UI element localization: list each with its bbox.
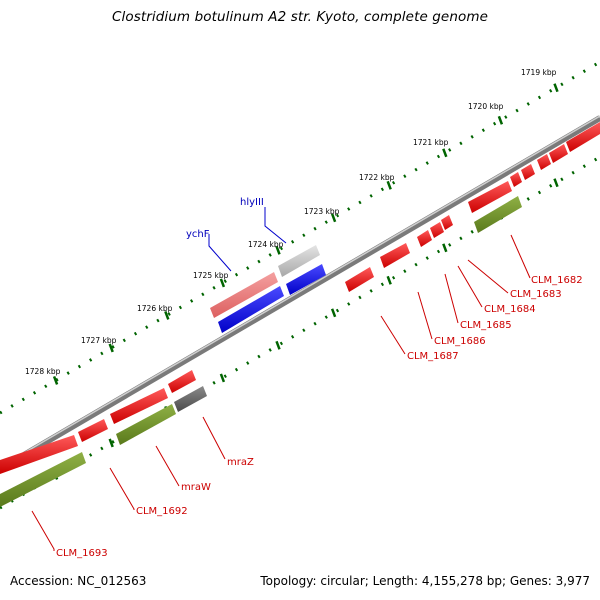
major-tick-inner-2 bbox=[442, 243, 448, 253]
label-CLM_1683[interactable]: CLM_1683 bbox=[510, 289, 562, 300]
feature-ychF-block[interactable] bbox=[210, 272, 278, 318]
feature-CLM_1683-green-block[interactable] bbox=[474, 196, 522, 233]
major-tick-outer-1 bbox=[497, 115, 504, 125]
map-title: Clostridium botulinum A2 str. Kyoto, com… bbox=[111, 9, 489, 25]
feature-CLM_1692-block[interactable] bbox=[78, 419, 108, 442]
tick-label-1723: 1723 kbp bbox=[304, 207, 340, 216]
major-tick-outer-2 bbox=[442, 148, 448, 158]
tick-label-1727: 1727 kbp bbox=[81, 336, 117, 345]
label-CLM_1687[interactable]: CLM_1687 bbox=[407, 351, 459, 362]
feature-ychF-blue-block[interactable] bbox=[218, 286, 284, 333]
tick-label-1728: 1728 kbp bbox=[25, 367, 61, 376]
tick-label-1722: 1722 kbp bbox=[359, 173, 395, 182]
accession-text: Accession: NC_012563 bbox=[10, 574, 147, 588]
major-tick-outer-4 bbox=[330, 213, 337, 223]
feature-CLM_1686-block[interactable] bbox=[380, 243, 410, 268]
major-tick-outer-8 bbox=[108, 343, 114, 353]
major-tick-inner-3 bbox=[386, 275, 392, 285]
label-leaders bbox=[31, 207, 531, 551]
feature-CLM_1687-block[interactable] bbox=[345, 267, 374, 292]
feature-CLM_1684-block[interactable] bbox=[441, 215, 453, 230]
feature-CLM_1683-block[interactable] bbox=[468, 181, 512, 213]
feature-CLM_1682-block-3[interactable] bbox=[537, 154, 551, 170]
leader-CLM_1693 bbox=[31, 510, 55, 551]
label-CLM_1686[interactable]: CLM_1686 bbox=[434, 336, 486, 347]
major-tick-inner-5 bbox=[275, 340, 281, 350]
major-tick-outer-3 bbox=[386, 180, 392, 190]
label-CLM_1693[interactable]: CLM_1693 bbox=[56, 548, 108, 559]
major-tick-outer-7 bbox=[164, 310, 170, 320]
leader-CLM_1686 bbox=[417, 291, 433, 340]
tick-label-1721: 1721 kbp bbox=[413, 138, 449, 147]
label-mraZ[interactable]: mraZ bbox=[227, 457, 254, 468]
genome-backbone-highlight bbox=[0, 115, 600, 468]
major-tick-outer-0 bbox=[553, 83, 559, 93]
tick-label-1724: 1724 kbp bbox=[248, 240, 284, 249]
feature-CLM_1682-block-2[interactable] bbox=[521, 164, 535, 180]
major-tick-inner-6 bbox=[219, 373, 226, 383]
leader-mraZ bbox=[202, 416, 226, 460]
feature-CLM_1692-block-2[interactable] bbox=[110, 388, 168, 424]
label-mraW[interactable]: mraW bbox=[181, 482, 211, 493]
major-tick-inner-8 bbox=[108, 438, 114, 448]
feature-CLM_1693-green-block[interactable] bbox=[0, 452, 86, 507]
leader-CLM_1687 bbox=[380, 315, 406, 355]
feature-CLM_1693-block[interactable] bbox=[0, 435, 78, 474]
feature-mraW-green-block[interactable] bbox=[116, 404, 176, 445]
label-CLM_1682[interactable]: CLM_1682 bbox=[531, 275, 583, 286]
outer-tick-track bbox=[0, 60, 600, 415]
tick-label-1720: 1720 kbp bbox=[468, 102, 504, 111]
tick-label-1719: 1719 kbp bbox=[521, 68, 557, 77]
feature-mraZ-block[interactable] bbox=[174, 386, 207, 412]
label-CLM_1684[interactable]: CLM_1684 bbox=[484, 304, 536, 315]
feature-right-edge-block[interactable] bbox=[566, 122, 600, 152]
label-CLM_1685[interactable]: CLM_1685 bbox=[460, 320, 512, 331]
leader-mraW bbox=[155, 445, 180, 487]
genome-backbone bbox=[0, 115, 600, 472]
feature-mraW-block[interactable] bbox=[168, 370, 196, 393]
feature-CLM_1685-block-2[interactable] bbox=[430, 222, 444, 238]
feature-CLM_1682-block-4[interactable] bbox=[549, 144, 568, 163]
major-tick-inner-0 bbox=[553, 178, 559, 188]
tick-label-1725: 1725 kbp bbox=[193, 271, 229, 280]
leader-CLM_1692 bbox=[109, 467, 135, 510]
feature-hlyIII-block[interactable] bbox=[278, 245, 320, 277]
leader-CLM_1684 bbox=[457, 265, 483, 308]
feature-CLM_1685-block[interactable] bbox=[417, 230, 432, 247]
leader-CLM_1683 bbox=[467, 259, 509, 294]
major-tick-outer-5 bbox=[275, 245, 281, 255]
major-tick-outer-9 bbox=[52, 376, 59, 385]
topology-text: Topology: circular; Length: 4,155,278 bp… bbox=[260, 574, 590, 588]
label-ychF[interactable]: ychF bbox=[186, 229, 210, 240]
label-hlyIII[interactable]: hlyIII bbox=[240, 197, 264, 208]
major-tick-inner-4 bbox=[330, 308, 337, 318]
major-tick-outer-6 bbox=[219, 278, 226, 288]
label-CLM_1692[interactable]: CLM_1692 bbox=[136, 506, 188, 517]
feature-CLM_1682-block[interactable] bbox=[510, 172, 522, 187]
feature-hlyIII-blue-block[interactable] bbox=[286, 264, 326, 295]
leader-hlyIII bbox=[264, 207, 287, 244]
leader-CLM_1682 bbox=[510, 234, 531, 279]
leader-ychF bbox=[208, 234, 232, 272]
tick-label-1726: 1726 kbp bbox=[137, 304, 173, 313]
leader-CLM_1685 bbox=[444, 273, 459, 324]
